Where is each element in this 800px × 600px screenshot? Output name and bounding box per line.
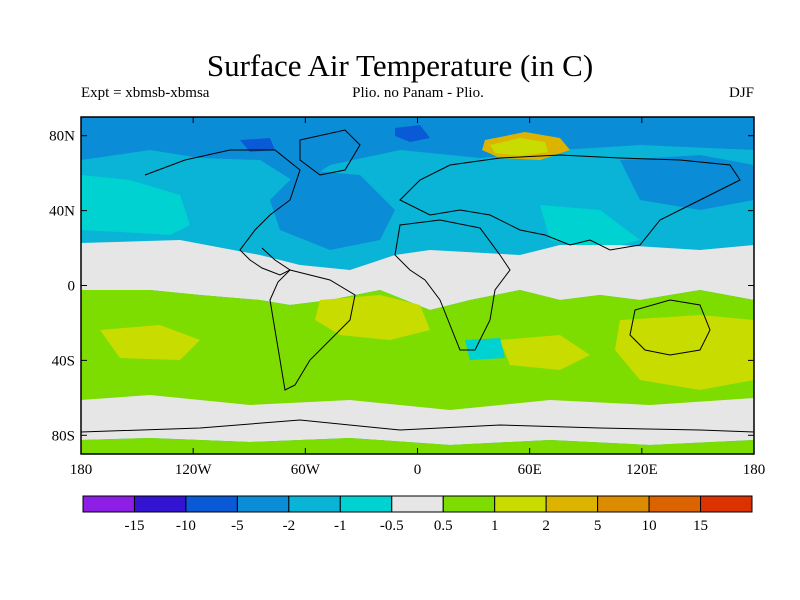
lat-tick-label: 80S — [52, 428, 75, 444]
colorbar-swatch — [545, 495, 599, 513]
colorbar-swatch — [133, 495, 187, 513]
lon-tick-label: 60E — [518, 462, 542, 478]
colorbar-label: -5 — [231, 518, 244, 534]
field-yellow-patch-4 — [500, 335, 590, 370]
field-yellow-patch-3 — [100, 325, 200, 360]
colorbar-label: 2 — [542, 518, 550, 534]
field-cool-patch-atlantic — [270, 170, 395, 250]
lat-tick-label: 40N — [49, 204, 75, 220]
lat-tick-label: 0 — [68, 279, 76, 295]
field-cool-patch-arctic — [81, 117, 754, 185]
temperature-field — [81, 117, 754, 454]
lon-tick-label: 180 — [743, 462, 766, 478]
lat-tick-label: 80N — [49, 129, 75, 145]
field-cool-patch-deep2 — [240, 138, 275, 152]
field-yellow-patch-1 — [315, 295, 430, 340]
colorbar-label: -1 — [334, 518, 347, 534]
field-cool-patch-siberia — [620, 155, 754, 210]
coastlines — [81, 129, 754, 433]
experiment-label: Expt = xbmsb-xbmsa — [81, 85, 210, 101]
lon-tick-label: 120E — [626, 462, 658, 478]
colorbar-label: 1 — [491, 518, 499, 534]
colorbar-swatch — [288, 495, 341, 513]
coast-australia — [629, 299, 711, 356]
colorbar-label: -15 — [124, 518, 144, 534]
colorbar-swatch — [494, 495, 547, 513]
coast-greenland — [299, 129, 361, 176]
colorbar-label: -2 — [283, 518, 296, 534]
field-cyan-band — [81, 175, 640, 250]
lon-tick-label: 120W — [175, 462, 213, 478]
field-warm-arctic-inner — [490, 138, 548, 156]
colorbar-label: 5 — [594, 518, 602, 534]
coast-antarctica — [81, 419, 754, 433]
season-label: DJF — [728, 85, 754, 101]
colorbar-label: 0.5 — [434, 518, 453, 534]
colorbar-swatch — [82, 495, 135, 513]
lon-tick-label: 0 — [414, 462, 422, 478]
field-green-south — [81, 290, 754, 425]
colorbar: -15 -10 -5 -2 -1 -0.5 0.5 1 2 5 10 15 — [82, 495, 753, 534]
coast-south-america — [269, 269, 356, 391]
chart-title: Surface Air Temperature (in C) — [206, 48, 594, 83]
coast-north-america — [144, 149, 301, 276]
colorbar-swatch — [597, 495, 650, 513]
colorbar-swatch — [339, 495, 393, 513]
colorbar-swatch — [648, 495, 702, 513]
comparison-label: Plio. no Panam - Plio. — [352, 85, 484, 101]
field-gray-southern — [81, 395, 754, 445]
colorbar-swatch — [236, 495, 290, 513]
colorbar-label: -10 — [176, 518, 196, 534]
field-green-antarctic — [81, 438, 754, 454]
colorbar-swatch — [185, 495, 238, 513]
colorbar-label: 10 — [642, 518, 657, 534]
colorbar-swatch — [391, 495, 444, 513]
colorbar-label: 15 — [693, 518, 708, 534]
map-ticks: 80N 40N 0 40S 80S 180 120W 60W 0 60E 120E 180 — [49, 117, 765, 478]
field-cool-patch-deep — [395, 125, 430, 142]
colorbar-swatch — [442, 495, 496, 513]
colorbar-swatch — [700, 495, 753, 513]
coast-eurasia — [399, 154, 741, 251]
lon-tick-label: 60W — [291, 462, 321, 478]
colorbar-label: -0.5 — [380, 518, 404, 534]
field-cyan-south — [465, 338, 505, 360]
coast-africa — [394, 219, 511, 351]
lon-tick-label: 180 — [70, 462, 93, 478]
lat-tick-label: 40S — [52, 353, 75, 369]
